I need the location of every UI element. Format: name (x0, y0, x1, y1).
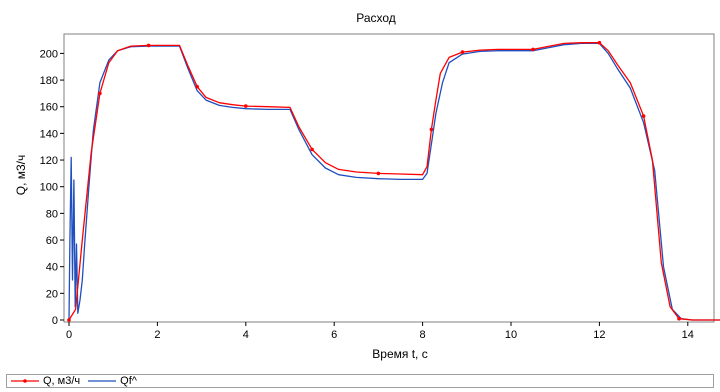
series-0-point-0 (67, 318, 71, 322)
series-0-point-44 (641, 114, 646, 118)
x-tick-label-6: 12 (593, 329, 605, 341)
legend-swatch-q (11, 379, 39, 383)
y-tick-label-3: 60 (46, 235, 58, 247)
series-0-point-4 (98, 91, 102, 96)
x-tick-label-2: 4 (243, 329, 249, 341)
series-0-point-8 (146, 43, 151, 48)
y-axis-label: Q, м3/ч (14, 155, 28, 196)
chart-title: Расход (356, 11, 396, 25)
series-0-point-24 (376, 171, 381, 176)
series-0-point-36 (531, 47, 535, 52)
legend-item-q: Q, м3/ч (11, 375, 80, 387)
y-tick-label-5: 100 (40, 182, 58, 194)
series-0-point-48 (677, 316, 681, 321)
series-0-point-20 (310, 147, 314, 152)
y-tick-label-8: 160 (40, 102, 58, 114)
y-tick-label-4: 80 (46, 208, 58, 220)
legend-label-q: Q, м3/ч (43, 375, 81, 387)
legend-label-qf: Qf^ (120, 375, 137, 387)
x-tick-label-4: 8 (420, 329, 426, 341)
y-tick-label-0: 0 (52, 315, 58, 327)
x-tick-label-3: 6 (331, 329, 337, 341)
y-tick-label-7: 140 (40, 128, 58, 140)
plot-frame (63, 33, 715, 323)
series-layer (67, 40, 720, 322)
series-line-0 (68, 42, 720, 321)
series-0-point-12 (195, 84, 199, 89)
legend: Q, м3/ч Qf^ (6, 374, 714, 388)
x-tick-label-0: 0 (66, 329, 72, 341)
x-tick-label-5: 10 (505, 329, 517, 341)
y-tick-label-6: 120 (40, 155, 58, 167)
x-tick-label-1: 2 (154, 329, 160, 341)
x-tick-label-7: 14 (682, 329, 694, 341)
y-tick-label-9: 180 (40, 75, 58, 87)
y-tick-label-10: 200 (40, 48, 58, 60)
series-0-point-16 (244, 104, 248, 108)
series-0-point-28 (429, 127, 434, 132)
y-tick-label-1: 20 (46, 288, 58, 300)
series-0-point-32 (460, 50, 465, 54)
chart: Расход 0 2 4 6 8 10 12 140204060801001201401601… (14, 11, 720, 361)
legend-swatch-qf (88, 380, 117, 382)
series-0-point-40 (597, 40, 602, 45)
legend-item-qf: Qf^ (88, 375, 137, 387)
series-line-1 (68, 42, 720, 321)
x-axis-label: Время t, с (372, 347, 427, 361)
y-tick-label-2: 40 (46, 262, 58, 274)
